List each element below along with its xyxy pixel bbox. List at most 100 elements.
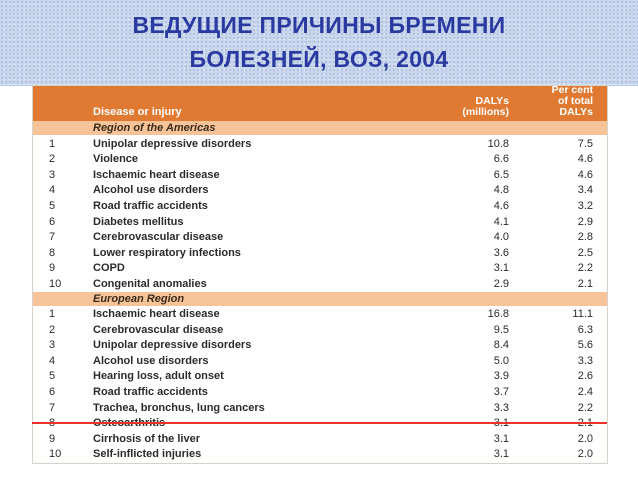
percent-cell: 2.2 [577, 262, 593, 275]
disease-cell: Congenital anomalies [93, 277, 207, 290]
table-row: 4 Alcohol use disorders 4.8 3.4 [33, 182, 607, 198]
dalys-cell: 6.5 [493, 168, 509, 181]
table-row: 1 Unipolar depressive disorders 10.8 7.5 [33, 136, 607, 152]
percent-cell: 2.0 [577, 448, 593, 461]
table-row: 3 Unipolar depressive disorders 8.4 5.6 [33, 337, 607, 353]
table-row: 10 Congenital anomalies 2.9 2.1 [33, 276, 607, 292]
table-row: 9 Cirrhosis of the liver 3.1 2.0 [33, 431, 607, 447]
disease-cell: Road traffic accidents [93, 386, 208, 398]
rank-cell: 4 [49, 184, 56, 197]
region-header: Region of the Americas [33, 121, 607, 135]
disease-cell: Unipolar depressive disorders [93, 137, 252, 150]
percent-cell: 2.8 [577, 231, 593, 244]
table-row: 7 Cerebrovascular disease 4.0 2.8 [33, 229, 607, 245]
header-disease: Disease or injury [93, 106, 182, 118]
table-row: 5 Hearing loss, adult onset 3.9 2.6 [33, 368, 607, 384]
dalys-cell: 16.8 [487, 308, 509, 320]
percent-cell: 4.6 [577, 168, 593, 181]
table-row: 6 Diabetes mellitus 4.1 2.9 [33, 214, 607, 230]
header-dalys: DALYs (millions) [413, 96, 509, 118]
percent-cell: 3.3 [577, 354, 593, 367]
disease-cell: Cirrhosis of the liver [93, 432, 200, 445]
disease-cell: Unipolar depressive disorders [93, 339, 252, 352]
disease-cell: Cerebrovascular disease [93, 323, 224, 336]
percent-cell: 2.4 [577, 386, 593, 398]
dalys-cell: 2.9 [493, 277, 509, 290]
percent-cell: 5.6 [577, 339, 593, 352]
dalys-cell: 5.0 [493, 354, 509, 367]
percent-cell: 2.6 [577, 370, 593, 383]
title-band: ВЕДУЩИЕ ПРИЧИНЫ БРЕМЕНИ БОЛЕЗНЕЙ, ВОЗ, 2… [0, 0, 638, 86]
disease-cell: Alcohol use disorders [93, 184, 209, 197]
percent-cell: 2.9 [577, 215, 593, 228]
dalys-cell: 3.3 [493, 401, 509, 414]
table-row: 4 Alcohol use disorders 5.0 3.3 [33, 353, 607, 369]
table-header: Disease or injury DALYs (millions) Per c… [33, 85, 607, 121]
dalys-cell: 4.6 [493, 199, 509, 212]
slide-title-line-1: ВЕДУЩИЕ ПРИЧИНЫ БРЕМЕНИ [132, 12, 506, 38]
dalys-cell: 4.1 [493, 215, 509, 228]
rank-cell: 4 [49, 354, 56, 367]
rank-cell: 10 [49, 277, 62, 290]
rank-cell: 1 [49, 308, 56, 320]
daly-table: Disease or injury DALYs (millions) Per c… [32, 85, 608, 464]
dalys-cell: 9.5 [493, 323, 509, 336]
rank-cell: 1 [49, 137, 56, 150]
dalys-cell: 3.6 [493, 246, 509, 259]
rank-cell: 5 [49, 370, 56, 383]
disease-cell: Lower respiratory infections [93, 246, 241, 259]
rank-cell: 9 [49, 262, 56, 275]
disease-cell: Trachea, bronchus, lung cancers [93, 401, 265, 414]
rank-cell: 7 [49, 231, 56, 244]
header-dalys-line-2: (millions) [462, 106, 509, 118]
percent-cell: 2.0 [577, 432, 593, 445]
rank-cell: 9 [49, 432, 56, 445]
percent-cell: 2.1 [577, 277, 593, 290]
dalys-cell: 10.8 [487, 137, 509, 150]
dalys-cell: 3.1 [493, 448, 509, 461]
region-name: European Region [93, 292, 185, 305]
table-row: 3 Ischaemic heart disease 6.5 4.6 [33, 167, 607, 183]
rank-cell: 6 [49, 215, 56, 228]
header-percent: Per cent of total DALYs [513, 85, 593, 118]
disease-cell: Cerebrovascular disease [93, 231, 224, 244]
percent-cell: 3.4 [577, 184, 593, 197]
region-header: European Region [33, 291, 607, 306]
rank-cell: 3 [49, 168, 56, 181]
disease-cell: Violence [93, 153, 139, 166]
dalys-cell: 8.4 [493, 339, 509, 352]
table-row: 7 Trachea, bronchus, lung cancers 3.3 2.2 [33, 400, 607, 416]
rank-cell: 3 [49, 339, 56, 352]
table-row: 8 Lower respiratory infections 3.6 2.5 [33, 245, 607, 261]
header-percent-line-2: of total [558, 95, 593, 107]
percent-cell: 4.6 [577, 153, 593, 166]
disease-cell: Ischaemic heart disease [93, 168, 220, 181]
dalys-cell: 3.1 [493, 432, 509, 445]
disease-cell: Hearing loss, adult onset [93, 370, 224, 383]
disease-cell: Road traffic accidents [93, 199, 208, 212]
percent-cell: 2.2 [577, 401, 593, 414]
highlight-line [32, 422, 607, 424]
header-dalys-line-1: DALYs [475, 95, 509, 107]
rank-cell: 2 [49, 153, 56, 166]
dalys-cell: 4.8 [493, 184, 509, 197]
disease-cell: COPD [93, 262, 125, 275]
table-row: 10 Self-inflicted injuries 3.1 2.0 [33, 446, 607, 462]
table-row: 6 Road traffic accidents 3.7 2.4 [33, 384, 607, 400]
percent-cell: 7.5 [577, 137, 593, 150]
rank-cell: 8 [49, 246, 56, 259]
table-row: 9 COPD 3.1 2.2 [33, 260, 607, 276]
percent-cell: 2.5 [577, 246, 593, 259]
table-row: 5 Road traffic accidents 4.6 3.2 [33, 198, 607, 214]
percent-cell: 11.1 [572, 308, 593, 320]
dalys-cell: 3.9 [493, 370, 509, 383]
rank-cell: 5 [49, 199, 56, 212]
percent-cell: 6.3 [577, 323, 593, 336]
rank-cell: 6 [49, 386, 56, 398]
dalys-cell: 3.1 [493, 262, 509, 275]
table-row: 1 Ischaemic heart disease 16.8 11.1 [33, 306, 607, 322]
rank-cell: 2 [49, 323, 56, 336]
disease-cell: Alcohol use disorders [93, 354, 209, 367]
disease-cell: Diabetes mellitus [93, 215, 184, 228]
disease-cell: Self-inflicted injuries [93, 448, 202, 461]
